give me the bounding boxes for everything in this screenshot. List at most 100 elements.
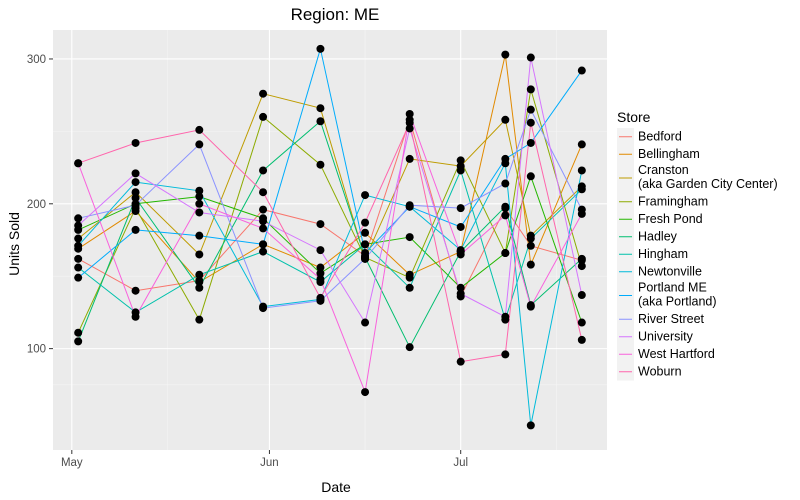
- data-point-framingham: [195, 315, 204, 324]
- data-point-hadley: [74, 337, 83, 346]
- data-point-newtonville: [195, 186, 204, 195]
- data-point-portland-me: [131, 225, 140, 234]
- x-axis: May Jun Jul: [61, 450, 468, 469]
- data-point-river-street: [195, 140, 204, 149]
- data-point-university: [501, 312, 510, 321]
- data-point-west-hartford: [195, 199, 204, 208]
- data-point-cranston: [131, 188, 140, 197]
- data-point-newtonville: [577, 166, 586, 175]
- data-point-fresh-pond: [501, 249, 510, 258]
- legend-label-newtonville: Newtonville: [638, 265, 702, 279]
- data-point-portland-me: [577, 66, 586, 75]
- data-point-framingham: [405, 273, 414, 282]
- data-point-woburn: [195, 125, 204, 134]
- data-point-woburn: [361, 218, 370, 227]
- legend-label-framingham: Framingham: [638, 195, 708, 209]
- data-point-hingham: [259, 247, 268, 256]
- data-point-bedford: [316, 220, 325, 229]
- data-point-river-street: [361, 254, 370, 263]
- data-point-bellingham: [501, 50, 510, 59]
- data-point-woburn: [405, 118, 414, 127]
- data-point-hingham: [526, 234, 535, 243]
- data-point-university: [259, 217, 268, 226]
- data-point-woburn: [259, 188, 268, 197]
- data-point-hingham: [195, 270, 204, 279]
- data-point-west-hartford: [526, 302, 535, 311]
- data-point-hadley: [316, 117, 325, 126]
- data-point-framingham: [526, 85, 535, 94]
- data-point-hadley: [195, 283, 204, 292]
- data-point-hingham: [405, 283, 414, 292]
- data-point-fresh-pond: [526, 172, 535, 181]
- data-point-bellingham: [361, 228, 370, 237]
- data-point-bellingham: [526, 260, 535, 269]
- data-point-hadley: [501, 202, 510, 211]
- x-tick-label: Jul: [453, 457, 468, 469]
- y-tick-label: 100: [27, 344, 46, 356]
- legend-label-hingham: Hingham: [638, 247, 688, 261]
- data-point-cranston: [501, 115, 510, 124]
- data-point-framingham: [316, 160, 325, 169]
- data-point-hadley: [577, 254, 586, 263]
- data-point-bedford: [131, 286, 140, 295]
- data-point-framingham: [74, 328, 83, 337]
- data-point-university: [316, 246, 325, 255]
- data-point-cranston: [74, 234, 83, 243]
- data-point-hadley: [259, 166, 268, 175]
- data-point-west-hartford: [131, 312, 140, 321]
- data-point-river-street: [259, 304, 268, 313]
- legend-label-hadley: Hadley: [638, 230, 678, 244]
- data-point-bellingham: [195, 278, 204, 286]
- x-tick-label: May: [61, 457, 83, 469]
- data-point-woburn: [316, 293, 325, 302]
- data-point-newtonville: [361, 191, 370, 200]
- data-point-newtonville: [526, 421, 535, 430]
- data-point-fresh-pond: [195, 192, 204, 201]
- data-point-woburn: [501, 350, 510, 359]
- chart-title: Region: ME: [291, 5, 380, 24]
- data-point-bellingham: [577, 140, 586, 149]
- legend-label-bedford: Bedford: [638, 130, 682, 144]
- y-tick-label: 200: [27, 199, 46, 211]
- data-point-newtonville: [74, 241, 83, 250]
- data-point-university: [456, 289, 465, 298]
- data-point-bedford: [259, 205, 268, 214]
- data-point-portland-me: [361, 249, 370, 258]
- legend: Store Bedford Bellingham Cranston (aka Gard…: [617, 109, 778, 381]
- data-point-woburn: [526, 118, 535, 127]
- data-point-river-street: [501, 179, 510, 188]
- data-point-west-hartford: [501, 211, 510, 220]
- data-point-university: [577, 291, 586, 300]
- data-point-university: [74, 221, 83, 230]
- data-point-bedford: [526, 241, 535, 250]
- data-point-west-hartford: [361, 388, 370, 397]
- data-point-portland-me: [456, 222, 465, 231]
- legend-title: Store: [617, 109, 651, 125]
- data-point-west-hartford: [405, 110, 414, 118]
- legend-label-cranston: Cranston (aka Garden City Center): [638, 163, 778, 191]
- data-point-hingham: [361, 240, 370, 249]
- data-point-fresh-pond: [405, 233, 414, 242]
- data-point-woburn: [456, 357, 465, 366]
- data-point-woburn: [577, 335, 586, 344]
- data-point-framingham: [577, 262, 586, 271]
- plot-background: [53, 30, 607, 450]
- data-point-portland-me: [74, 273, 83, 282]
- data-point-fresh-pond: [577, 318, 586, 327]
- legend-label-university: University: [638, 330, 694, 344]
- data-point-hadley: [405, 343, 414, 352]
- data-point-portland-me: [195, 231, 204, 240]
- x-tick-label: Jun: [260, 457, 279, 469]
- data-point-west-hartford: [456, 250, 465, 259]
- data-point-cranston: [405, 154, 414, 163]
- data-point-river-street: [405, 201, 414, 210]
- legend-label-bellingham: Bellingham: [638, 147, 700, 161]
- data-point-hadley: [131, 194, 140, 202]
- data-point-river-street: [526, 105, 535, 114]
- data-point-river-street: [131, 201, 140, 210]
- data-point-portland-me: [259, 240, 268, 249]
- data-point-university: [195, 208, 204, 217]
- data-point-university: [526, 53, 535, 62]
- data-point-bedford: [74, 254, 83, 263]
